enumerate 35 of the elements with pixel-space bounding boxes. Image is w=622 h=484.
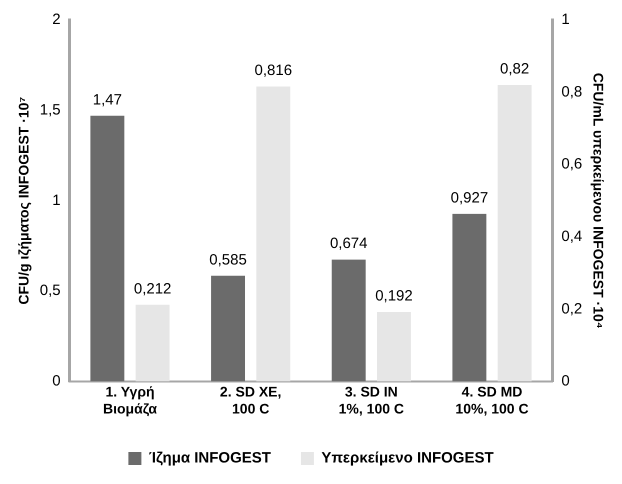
data-label: 0,192 <box>375 288 413 305</box>
x-tick-label: 2. SD XE, 100 C <box>220 384 282 416</box>
y-tick-label: 0 <box>52 372 61 390</box>
bar <box>90 116 124 382</box>
data-label: 1,47 <box>92 91 122 108</box>
y-tick-label: 1 <box>52 192 61 209</box>
bar <box>256 86 290 382</box>
y-tick-label: 2 <box>52 11 61 28</box>
data-label: 0,82 <box>500 60 530 78</box>
y2-tick-label: 1 <box>561 11 570 28</box>
y2-tick-label: 0,4 <box>561 228 582 245</box>
y2-tick-label: 0,2 <box>561 300 582 318</box>
y-axis-title: CFU/g ιζήματος INFOGEST ·10⁷ <box>15 96 32 305</box>
y2-tick-label: 0,6 <box>561 156 582 173</box>
y-tick-label: 0,5 <box>40 282 61 300</box>
legend-label: Υπερκείμενο INFOGEST <box>321 450 494 467</box>
y2-tick-label: 0 <box>561 372 570 390</box>
y2-tick-label: 0,8 <box>561 83 582 100</box>
x-tick-label: 3. SD IN 1%, 100 C <box>338 384 404 416</box>
bar <box>376 312 411 382</box>
y-tick-label: 1,5 <box>40 101 61 118</box>
bar <box>136 304 170 382</box>
x-tick-label: 1. Υγρή Βιομάζα <box>102 384 158 416</box>
data-label: 0,674 <box>330 235 368 252</box>
legend-label: Ίζημα INFOGEST <box>148 450 271 467</box>
x-tick-label: 4. SD MD 10%, 100 C <box>455 384 529 416</box>
bar <box>452 214 486 382</box>
bar <box>211 276 246 382</box>
data-label: 0,927 <box>450 190 488 207</box>
bar <box>498 85 532 382</box>
data-label: 0,585 <box>209 251 247 268</box>
y2-axis-title: CFU/mL υπερκείμενου INFOGEST ·10⁴ <box>590 72 607 329</box>
bar <box>332 260 366 382</box>
data-label: 0,816 <box>254 62 292 80</box>
data-label: 0,212 <box>134 280 172 298</box>
